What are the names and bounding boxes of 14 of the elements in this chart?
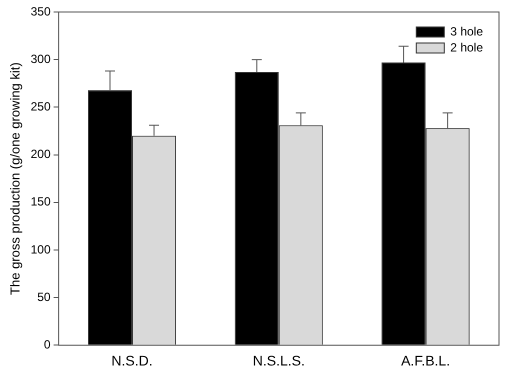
x-tick-label: N.S.L.S. [252,352,305,368]
y-tick-label: 350 [30,4,51,18]
y-tick-label: 100 [30,242,51,256]
x-tick-label: N.S.D. [111,352,153,368]
y-tick-label: 250 [30,100,51,114]
y-tick-label: 300 [30,52,51,66]
y-tick-label: 0 [44,338,51,352]
x-tick-label: A.F.B.L. [401,352,450,368]
y-tick-label: 50 [37,290,51,304]
y-tick-label: 150 [30,194,51,209]
y-tick-label: 200 [30,147,51,162]
y-axis-title: The gross production (g/one growing kit) [7,62,22,295]
legend-label: 2 hole [450,40,484,54]
legend-label: 3 hole [450,24,484,38]
